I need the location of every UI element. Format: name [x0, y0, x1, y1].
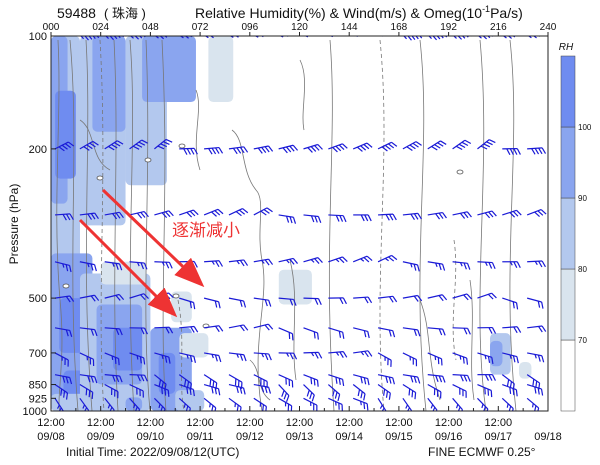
omega-zero-label — [173, 294, 179, 298]
top-hour-label: 072 — [192, 22, 209, 33]
annotation-text: 逐渐减小 — [172, 221, 240, 240]
omega-zero-label — [145, 158, 151, 162]
top-hour-label: 120 — [291, 22, 308, 33]
colorbar-bin — [561, 56, 575, 127]
bottom-time-label: 12:00 — [87, 417, 115, 429]
y-tick-label: 700 — [29, 348, 47, 360]
bottom-date-label: 09/17 — [485, 431, 513, 443]
chart-title: Relative Humidity(%) & Wind(m/s) & Omeg(… — [195, 4, 523, 21]
top-hour-label: 240 — [540, 22, 557, 33]
station-name: ( 珠海 ) — [104, 6, 146, 21]
bottom-time-label: 12:00 — [485, 417, 513, 429]
y-tick-label: 850 — [29, 380, 47, 392]
bottom-date-label: 09/08 — [37, 431, 65, 443]
model-label: FINE ECMWF 0.25° — [428, 445, 536, 459]
initial-time: Initial Time: 2022/09/08/12(UTC) — [66, 445, 239, 459]
bottom-time-label: 12:00 — [335, 417, 363, 429]
colorbar-bin — [561, 269, 575, 340]
bottom-date-label: 09/09 — [87, 431, 115, 443]
bottom-time-label: 12:00 — [286, 417, 314, 429]
rh-region — [113, 328, 142, 371]
bottom-time-label: 12:00 — [37, 417, 65, 429]
top-hour-label: 000 — [43, 22, 60, 33]
bottom-date-label: 09/11 — [187, 431, 214, 443]
colorbar-bin — [561, 198, 575, 269]
rh-region — [490, 341, 502, 366]
bottom-date-label: 09/13 — [286, 431, 314, 443]
top-hour-label: 144 — [341, 22, 358, 33]
rh-region — [92, 36, 125, 132]
wind-barb — [174, 411, 187, 430]
top-hour-label: 024 — [92, 22, 109, 33]
bottom-date-label: 09/12 — [236, 431, 264, 443]
colorbar-bin — [561, 340, 575, 411]
omega-zero-label — [457, 170, 463, 174]
bottom-time-label: 12:00 — [186, 417, 214, 429]
y-axis-label: Pressure (hPa) — [7, 184, 21, 265]
wind-barb — [547, 411, 561, 430]
top-hour-label: 168 — [391, 22, 408, 33]
colorbar-tick-label: 90 — [578, 194, 587, 203]
top-hour-label: 192 — [440, 22, 457, 33]
omega-zero-label — [179, 144, 185, 148]
omega-zero-label — [97, 176, 103, 180]
colorbar-tick-label: 70 — [578, 336, 587, 345]
rh-region — [142, 36, 196, 102]
bottom-date-label: 09/14 — [335, 431, 363, 443]
colorbar: RH 70 80 90 100 — [559, 42, 592, 411]
rh-region — [208, 36, 233, 102]
bottom-date-label: 09/18 — [534, 431, 562, 443]
bottom-time-label: 12:00 — [137, 417, 165, 429]
station-id: 59488 — [57, 5, 96, 21]
top-hour-label: 096 — [241, 22, 258, 33]
colorbar-tick-label: 80 — [578, 265, 587, 274]
y-tick-label: 925 — [29, 393, 47, 405]
bottom-time-label: 12:00 — [435, 417, 463, 429]
bottom-time-label: 12:00 — [236, 417, 264, 429]
colorbar-bin — [561, 127, 575, 198]
y-tick-label: 200 — [29, 144, 47, 156]
top-hour-label: 048 — [142, 22, 159, 33]
wind-barb — [472, 411, 484, 430]
wind-barb — [522, 411, 536, 430]
colorbar-title: RH — [559, 42, 574, 53]
colorbar-tick-label: 100 — [578, 123, 592, 132]
top-hour-label: 216 — [490, 22, 507, 33]
bottom-date-label: 09/15 — [385, 431, 413, 443]
bottom-date-label: 09/16 — [435, 431, 463, 443]
bottom-date-label: 09/10 — [137, 431, 165, 443]
y-tick-label: 500 — [29, 293, 47, 305]
bottom-time-label: 12:00 — [385, 417, 413, 429]
rh-region — [279, 270, 312, 305]
omega-zero-label — [63, 284, 69, 288]
